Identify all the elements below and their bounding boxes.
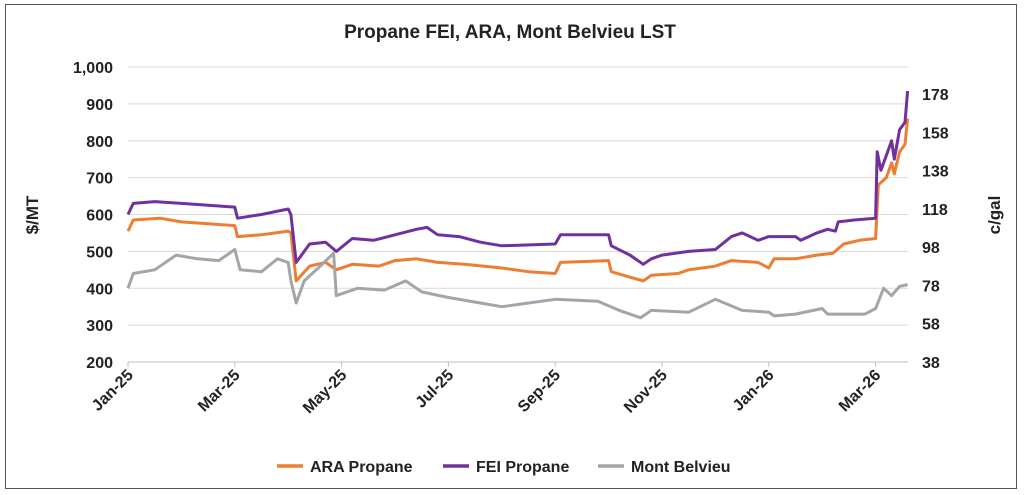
y2-tick-label: 58 — [922, 317, 940, 334]
y2-tick-label: 78 — [922, 278, 940, 295]
y2-tick-label: 38 — [922, 355, 940, 372]
y2-tick-label: 118 — [922, 202, 948, 219]
x-tick-label: Sep-25 — [515, 367, 564, 416]
x-tick-label: Jul-25 — [413, 367, 458, 412]
legend-label: Mont Belvieu — [631, 459, 731, 476]
x-tick-label: Nov-25 — [621, 367, 671, 417]
y-tick-label: 600 — [86, 208, 113, 225]
y-tick-label: 400 — [86, 281, 113, 298]
chart-frame — [5, 4, 1017, 489]
series-line-mont-belvieu — [126, 248, 908, 320]
y-tick-label: 700 — [86, 171, 113, 188]
y2-tick-label: 98 — [922, 240, 940, 257]
y-tick-label: 200 — [86, 355, 113, 372]
y-tick-label: 800 — [86, 134, 113, 151]
legend-label: FEI Propane — [476, 459, 569, 476]
y2-tick-label: 158 — [922, 125, 949, 142]
x-tick-label: Mar-25 — [195, 367, 244, 416]
x-tick-label: May-25 — [300, 367, 350, 417]
y-tick-label: 500 — [86, 244, 113, 261]
x-tick-label: Jan-25 — [89, 367, 137, 415]
y-tick-label: 300 — [86, 318, 113, 335]
x-tick-label: Jan-26 — [730, 367, 778, 415]
series-line-fei-propane — [126, 90, 910, 266]
chart-title: Propane FEI, ARA, Mont Belvieu LST — [344, 22, 676, 43]
legend-label: ARA Propane — [310, 459, 413, 476]
y-axis-label: $/MT — [23, 195, 42, 234]
y-tick-label: 900 — [86, 97, 113, 114]
y2-axis-label: c/gal — [985, 196, 1004, 235]
y2-tick-label: 138 — [922, 164, 949, 181]
y-tick-label: 1,000 — [73, 60, 113, 77]
x-tick-label: Mar-26 — [836, 367, 885, 416]
y2-tick-label: 178 — [922, 87, 949, 104]
series-line-ara-propane — [126, 118, 910, 283]
